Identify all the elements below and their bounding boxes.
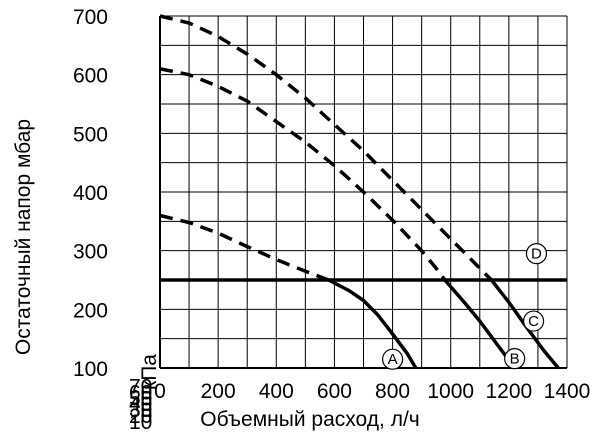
y-tick-label-kpa: 60 [129,381,152,404]
y-tick-label-mbar: 700 [73,6,108,29]
curve-b-dashed [159,67,447,282]
curve-b-solid [443,278,517,370]
x-axis-title: Объемный расход, л/ч [200,408,419,431]
x-tick-label: 0 [154,380,166,403]
y-tick-label-mbar: 300 [73,241,108,264]
y-tick-label-mbar: 400 [73,182,108,205]
x-tick-label: 1000 [427,380,474,403]
y-tick-label-mbar: 600 [73,65,108,88]
y-axis-title-kpa: кПа [138,354,161,390]
curve-c-dashed [159,14,493,282]
curve-label-circle [504,348,526,370]
curve-label-text: C [528,313,539,330]
y-tick-label-mbar: 100 [73,358,108,381]
curve-label-circle [381,348,404,370]
x-tick-label: 1400 [544,380,591,403]
curve-label-text: A [388,351,398,368]
y-tick-label-kpa: 70 [129,376,152,399]
y-tick-label-kpa: 30 [129,399,152,422]
y-tick-label-mbar: 500 [73,123,108,146]
axis-ticks: 0 200 400 600 800 1000 1200 1400 100 200 300 400 500… [73,6,590,434]
y-tick-label-kpa: 20 [129,405,152,428]
x-tick-label: 800 [375,380,410,403]
curve-label-circle [522,310,545,332]
x-tick-label: 200 [201,380,236,403]
curve-a-solid [327,278,418,369]
curve-label-circle [525,243,548,265]
y-tick-label-kpa: 10 [129,411,152,434]
y-tick-label-mbar: 200 [73,299,108,322]
curve-a-dashed [159,213,330,282]
curve-label-text: D [531,246,542,263]
x-tick-label: 1200 [485,380,532,403]
chart-curves [159,14,567,370]
y-axis-title-mbar: Остаточный напор мбар [12,119,35,355]
curve-labels: A B C D [381,243,548,370]
y-tick-label-kpa: 40 [129,393,152,416]
y-tick-label-kpa: 50 [129,387,152,410]
curve-label-text: B [510,351,520,368]
x-tick-label: 600 [317,380,352,403]
x-tick-label: 400 [259,380,294,403]
